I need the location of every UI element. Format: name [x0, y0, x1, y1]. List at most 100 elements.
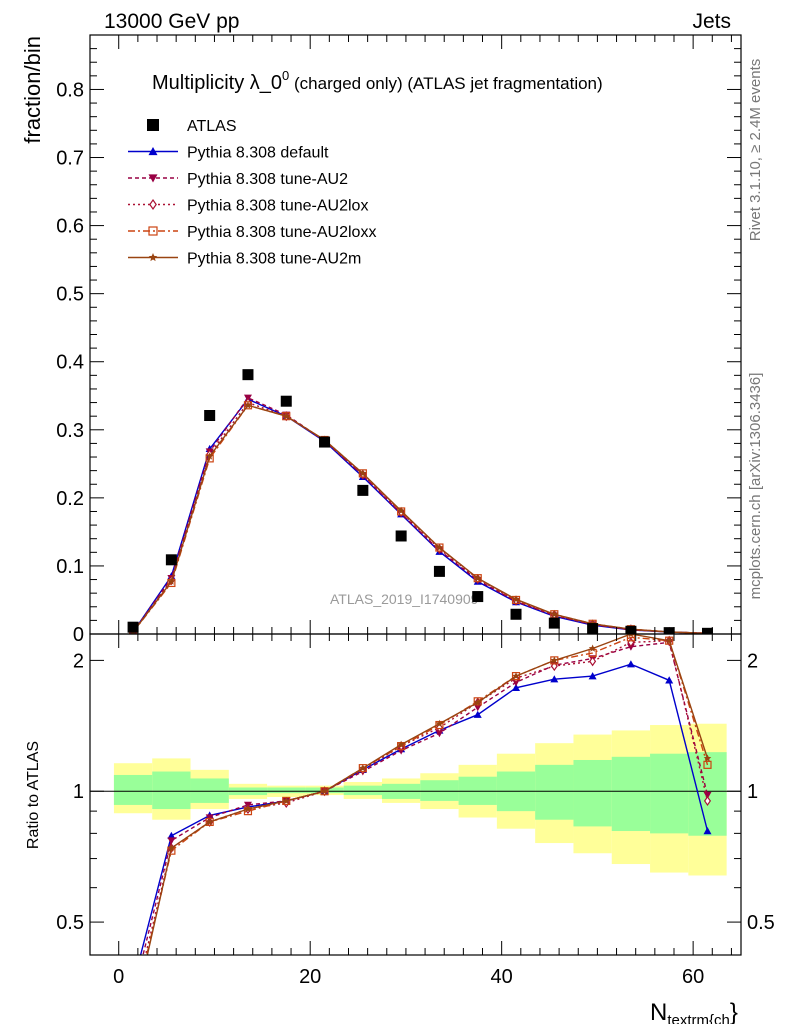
- atlas-data-point: [472, 591, 484, 603]
- ratio-ytick-label-right: 2: [747, 650, 758, 672]
- ratio-series-line: [144, 639, 709, 955]
- atlas-data-point: [319, 436, 331, 448]
- top-ylabel: fraction/bin: [20, 36, 45, 144]
- top-series-point: [244, 401, 252, 409]
- top-series-group: [127, 369, 713, 634]
- ratio-xtick-label: 40: [491, 966, 513, 988]
- plot-title-sup: 0: [282, 68, 289, 83]
- ratio-xtick-label: 0: [113, 966, 124, 988]
- legend-label: Pythia 8.308 tune-AU2: [187, 171, 348, 188]
- atlas-data-point: [204, 410, 216, 422]
- top-ytick-label: 0.3: [56, 420, 84, 442]
- atlas-data-point: [548, 617, 560, 629]
- ratio-series-point: [550, 656, 559, 664]
- ratio-series-point: [665, 636, 673, 644]
- legend-marker: [148, 147, 158, 156]
- legend-marker: [148, 253, 158, 262]
- green-band-bin: [573, 759, 612, 827]
- ratio-series-point: [512, 672, 520, 680]
- top-series-point: [435, 543, 444, 551]
- ratio-series-point: [473, 704, 482, 712]
- energy-label: 13000 GeV pp: [104, 10, 239, 33]
- ratio-series-point: [435, 719, 444, 727]
- legend-marker: [147, 119, 159, 131]
- green-band-bin: [152, 771, 191, 810]
- ratio-panel: 0 20 40 60 0.5 0.5 1 1 2 2: [56, 633, 775, 1010]
- legend-label: Pythia 8.308 tune-AU2loxx: [187, 224, 376, 241]
- ratio-frame: [89, 633, 742, 956]
- green-band-bin: [267, 787, 306, 794]
- ratio-series-point: [359, 764, 367, 772]
- ratio-series-group: [129, 634, 712, 1010]
- green-band-bin: [420, 780, 459, 801]
- ratio-series-point: [512, 683, 521, 691]
- top-series-line: [132, 404, 708, 634]
- ratio-series-point: [129, 992, 137, 999]
- legend-marker: [149, 198, 157, 211]
- top-series-point: [359, 469, 367, 477]
- ratio-ytick-label: 0.5: [56, 912, 84, 934]
- legend-label: ATLAS: [187, 118, 237, 135]
- green-band-bin: [113, 774, 153, 805]
- top-ytick-label: 0.7: [56, 148, 84, 170]
- legend: ATLAS Pythia 8.308 default Pythia 8.308 tu…: [128, 118, 376, 268]
- top-series-point: [167, 577, 176, 585]
- ratio-series-line: [146, 634, 709, 955]
- ratio-series-point: [244, 805, 252, 813]
- bottom-ylabel: Ratio to ATLAS: [25, 741, 42, 849]
- rivet-version-label: Rivet 3.1.10, ≥ 2.4M events: [747, 59, 764, 242]
- ratio-series-point: [320, 787, 329, 795]
- atlas-data-point: [625, 625, 637, 634]
- plot-title-main: Multiplicity λ_0: [152, 72, 282, 94]
- green-band-bin: [650, 753, 689, 834]
- plot-title-rest: (charged only) (ATLAS jet fragmentation): [289, 74, 602, 93]
- atlas-data-point: [510, 608, 522, 620]
- green-band-bin: [535, 764, 574, 820]
- x-axis-title-end: }: [730, 999, 738, 1024]
- ratio-series-point: [473, 710, 482, 718]
- ratio-series-point: [435, 729, 444, 738]
- ratio-series-point: [282, 796, 291, 805]
- atlas-data-point: [242, 369, 254, 381]
- legend-marker: [148, 174, 158, 183]
- ratio-xtick-label: 60: [682, 966, 704, 988]
- top-series-point: [397, 506, 405, 514]
- green-band-bin: [190, 778, 229, 803]
- ratio-series-point: [588, 672, 597, 680]
- ratio-series-point: [205, 817, 214, 826]
- atlas-data-point: [357, 484, 369, 496]
- atlas-data-point: [127, 621, 139, 633]
- top-series-point: [205, 452, 214, 460]
- atlas-data-point: [165, 554, 177, 566]
- ratio-series-point: [397, 740, 405, 748]
- ratio-series-point: [703, 791, 712, 800]
- legend-label: Pythia 8.308 tune-AU2m: [187, 251, 361, 268]
- legend-label: Pythia 8.308 default: [187, 145, 329, 162]
- top-ytick-label: 0.4: [56, 352, 84, 374]
- ratio-series-point: [167, 837, 176, 845]
- top-series-point: [282, 412, 291, 420]
- ratio-series-point: [129, 980, 137, 987]
- ratio-ytick-label-right: 0.5: [747, 912, 775, 934]
- top-series-point: [550, 610, 559, 618]
- ratio-series-point: [550, 675, 559, 683]
- ratio-series-point: [665, 676, 674, 684]
- ratio-ytick-label: 1: [73, 781, 84, 803]
- x-axis-title: Ntextrm{ch}: [650, 999, 738, 1024]
- top-ytick-label: 0.1: [56, 556, 84, 578]
- top-panel: 0 0.1 0.2 0.3 0.4 0.5 0.6 0.7 0.8: [56, 34, 742, 646]
- atlas-data-point: [395, 530, 407, 542]
- top-ytick-label: 0.2: [56, 488, 84, 510]
- ratio-series-line: [139, 663, 709, 955]
- ratio-ytick-label-right: 1: [747, 781, 758, 803]
- ratio-series-point: [130, 1002, 136, 1010]
- atlas-data-point: [701, 627, 713, 634]
- top-ytick-label: 0.6: [56, 216, 84, 238]
- atlas-data-point: [280, 395, 292, 407]
- ratio-series-point: [626, 634, 636, 642]
- ratio-series-line: [142, 641, 709, 955]
- ratio-series-point: [589, 656, 597, 667]
- process-label: Jets: [692, 10, 731, 33]
- atlas-data-point: [663, 627, 675, 634]
- green-band-bin: [343, 785, 382, 796]
